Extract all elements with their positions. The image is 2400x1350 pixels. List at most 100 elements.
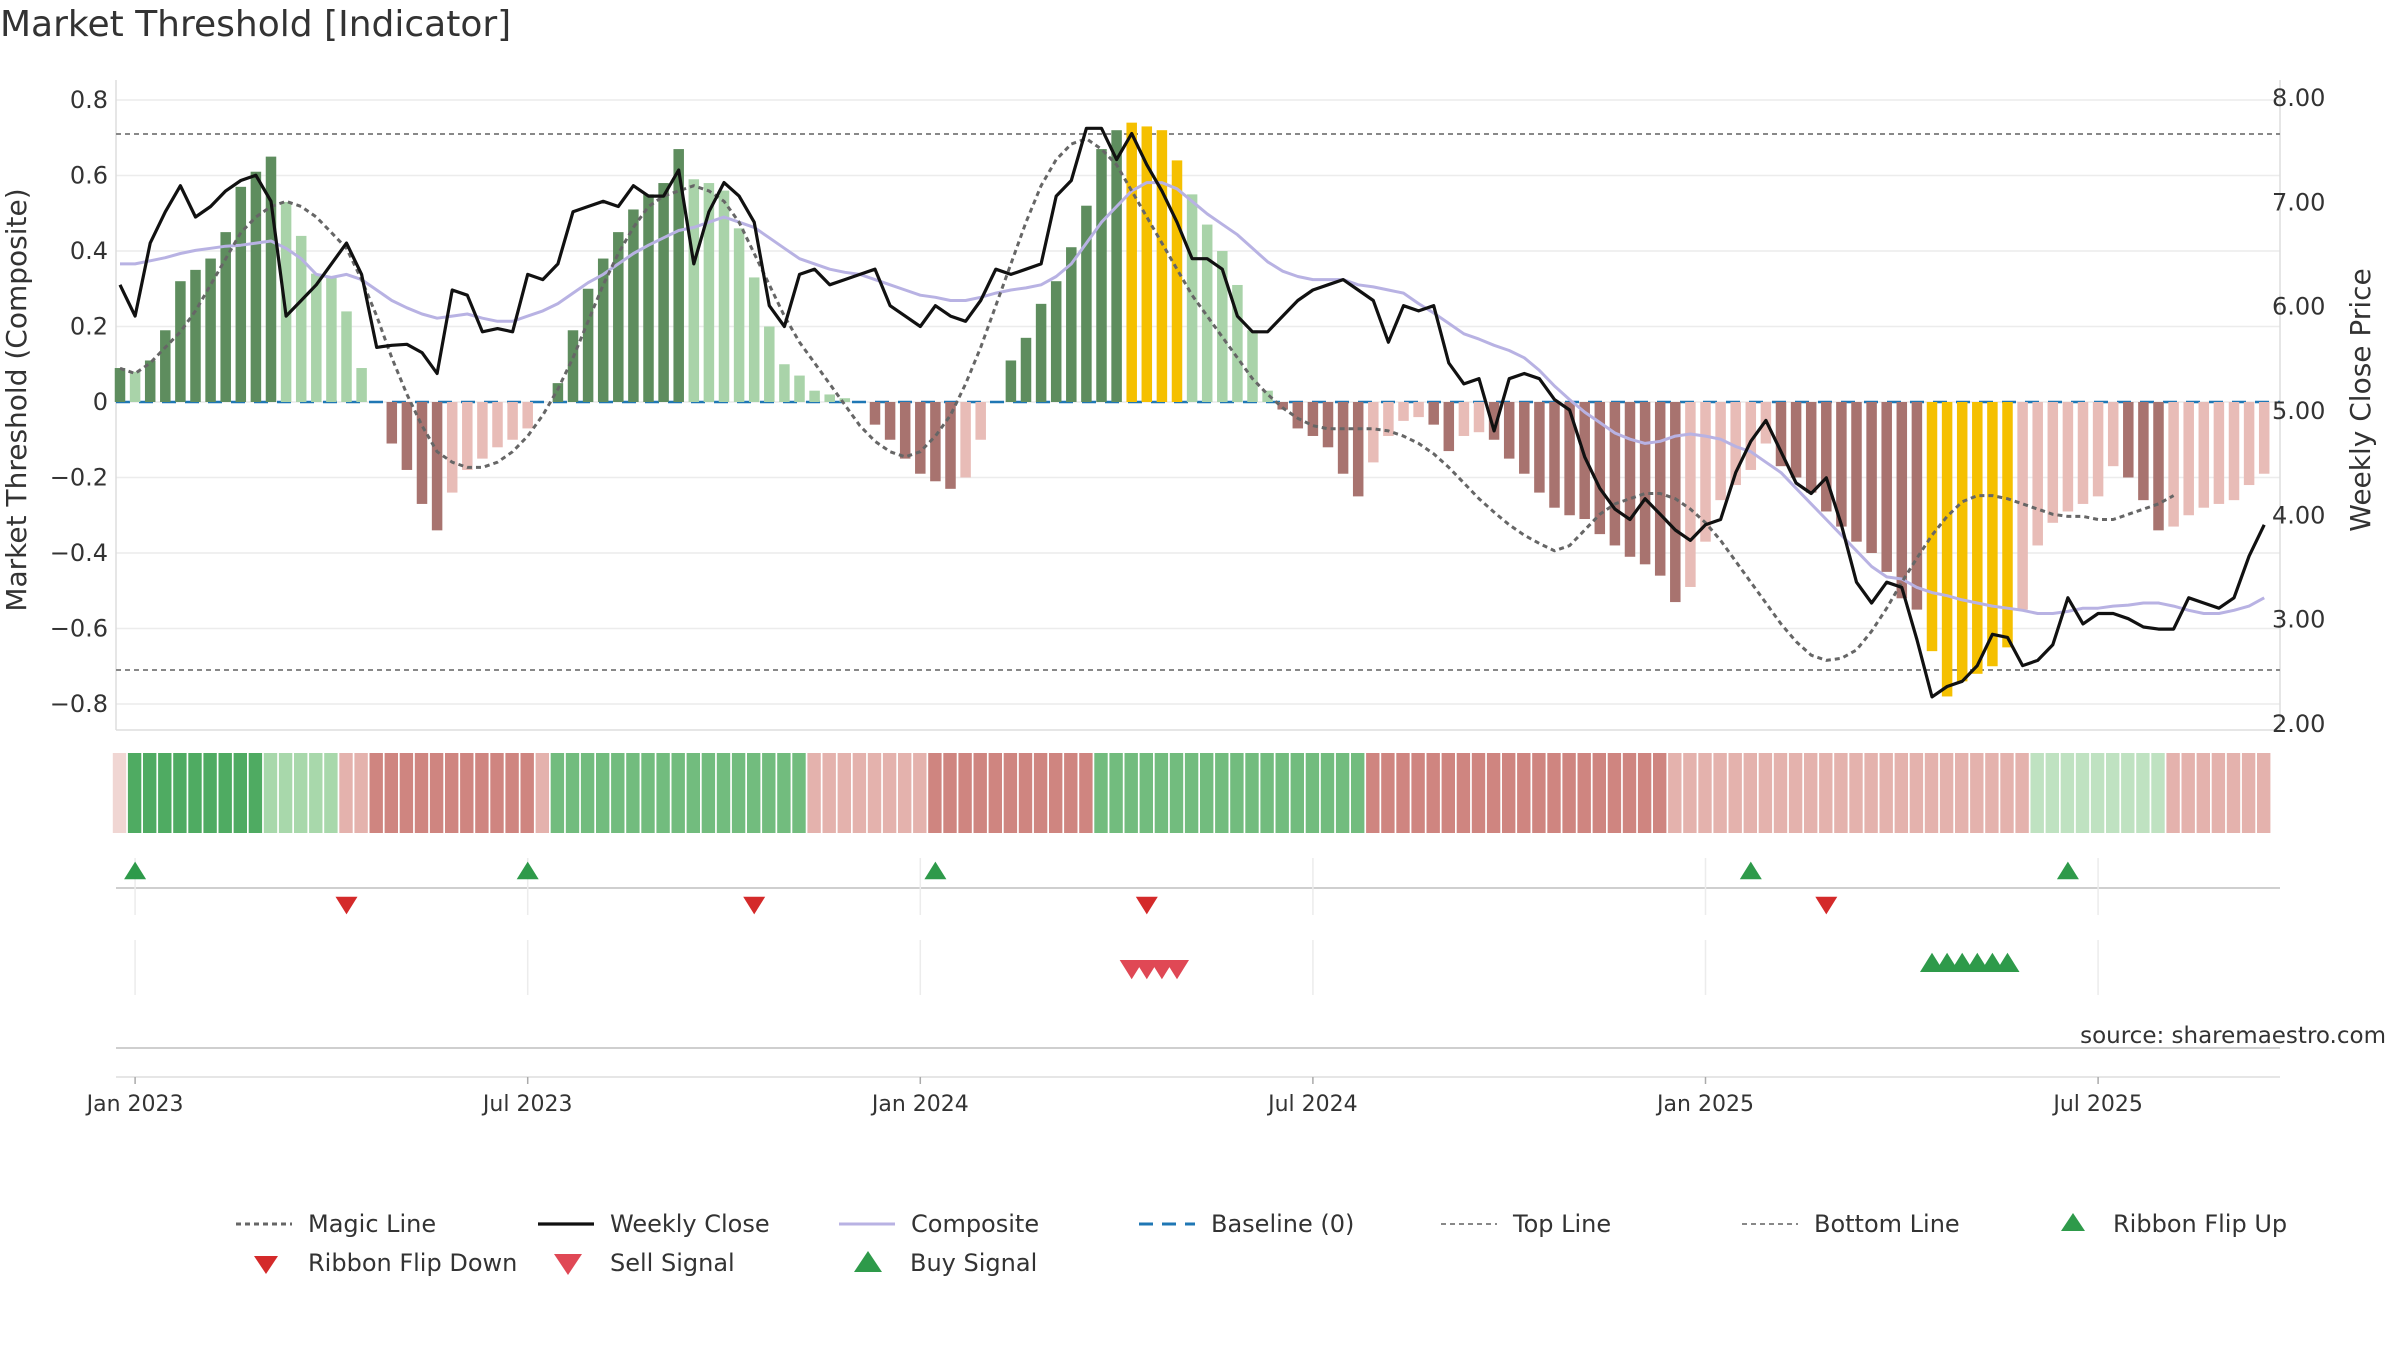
ribbon-cell <box>369 753 383 833</box>
ribbon-cell <box>1275 753 1289 833</box>
histogram-bar <box>2153 402 2164 531</box>
histogram-bar <box>779 364 790 402</box>
ribbon-cell <box>1471 753 1486 833</box>
ribbon-cell <box>1079 753 1093 833</box>
histogram-bar <box>915 402 926 474</box>
histogram-bar <box>1775 402 1787 467</box>
weekly-close-line <box>118 126 2266 699</box>
ribbon-cell <box>1260 753 1274 833</box>
ribbon-cell <box>1351 753 1365 833</box>
histogram-bar <box>582 288 594 402</box>
ribbon-cell <box>1018 753 1033 833</box>
histogram-bar <box>2198 402 2210 508</box>
histogram-bar <box>1247 330 1258 402</box>
ribbon-cell <box>1215 753 1229 833</box>
right-axis-label: Weekly Close Price <box>2344 268 2377 531</box>
ribbon-cell <box>399 753 414 833</box>
ribbon-cell <box>2090 753 2105 833</box>
ribbon-cell <box>263 753 278 833</box>
histogram-bar <box>2183 402 2194 516</box>
sell-signal-marker <box>1149 960 1174 980</box>
histogram-bar <box>930 402 941 482</box>
histogram-bar <box>1337 402 1349 474</box>
ribbon-cell <box>1607 753 1622 833</box>
histogram-bar <box>1790 402 1802 478</box>
histogram-bar <box>1201 224 1213 402</box>
histogram-bar <box>1005 360 1017 402</box>
sell-signal-marker <box>1119 960 1144 980</box>
histogram-bar <box>416 402 428 504</box>
histogram-bar <box>748 277 760 402</box>
legend-label: Bottom Line <box>1814 1210 1960 1238</box>
histogram-bar <box>1866 402 1877 553</box>
ribbon-cell <box>1864 753 1878 833</box>
histogram-bar <box>1035 303 1047 402</box>
left-tick-label: 0.2 <box>70 313 108 341</box>
histogram-bars <box>114 122 2270 697</box>
ribbon-cell <box>339 753 353 833</box>
page-title: Market Threshold [Indicator] <box>0 4 512 45</box>
histogram-bar <box>265 156 277 402</box>
ribbon-cell <box>2121 753 2135 833</box>
ribbon-cell <box>143 753 157 833</box>
ribbon-cell <box>2181 753 2195 833</box>
legend-label: Weekly Close <box>610 1210 770 1238</box>
ribbon-cell <box>2106 753 2120 833</box>
ribbon-cell <box>988 753 1002 833</box>
histogram-bar <box>673 149 684 402</box>
ribbon-cell <box>1773 753 1788 833</box>
histogram-bar <box>794 375 805 402</box>
legend-item-buy: Buy Signal <box>854 1249 1037 1277</box>
histogram-bar <box>1473 402 1485 433</box>
ribbon-cell <box>1834 753 1848 833</box>
x-tick-label: Jul 2024 <box>1266 1092 1358 1117</box>
ribbon-cell <box>580 753 595 833</box>
ribbon-cell <box>1577 753 1591 833</box>
buy-signal-marker <box>1980 952 2005 972</box>
histogram-bar <box>1881 402 1892 572</box>
histogram-bar <box>764 326 775 402</box>
ribbon-cell <box>1879 753 1893 833</box>
ribbon-cell <box>1592 753 1606 833</box>
histogram-bar <box>884 402 896 440</box>
histogram-bar <box>1081 205 1092 402</box>
histogram-bar <box>2002 402 2013 648</box>
histogram-bar <box>2168 402 2179 527</box>
legend-item-composite: Composite <box>839 1210 1039 1238</box>
ribbon-cell <box>1804 753 1818 833</box>
ribbon-cell <box>1668 753 1682 833</box>
histogram-bar <box>628 209 639 402</box>
histogram-bar <box>144 360 156 402</box>
legend-label: Composite <box>911 1210 1039 1238</box>
magic-line <box>119 137 2175 662</box>
histogram-bar <box>1836 402 1847 527</box>
ribbon-cell <box>2045 753 2059 833</box>
histogram-bar <box>386 402 398 444</box>
source-note: source: sharemaestro.com <box>2080 1023 2386 1049</box>
histogram-bar <box>1594 402 1606 535</box>
ribbon-cell <box>611 753 625 833</box>
ribbon-cell <box>1909 753 1924 833</box>
buy-signal-marker <box>1965 952 1990 972</box>
legend-label: Magic Line <box>308 1210 436 1238</box>
ribbon-cell <box>867 753 882 833</box>
ribbon-cell <box>1366 753 1380 833</box>
histogram-bar <box>1972 402 1983 674</box>
x-tick-label: Jan 2023 <box>85 1092 184 1117</box>
histogram-bar <box>809 390 820 402</box>
ribbon-cell <box>1622 753 1637 833</box>
legend-swatch <box>554 1254 582 1275</box>
histogram-bar <box>431 402 443 531</box>
histogram-bar <box>1503 402 1515 459</box>
ribbon-cell <box>2226 753 2241 833</box>
left-tick-label: −0.4 <box>50 539 108 567</box>
legend-item-top: Top Line <box>1441 1210 1611 1238</box>
ribbon-flip-down-marker <box>335 896 358 915</box>
ribbon-cell <box>565 753 580 833</box>
right-tick-label: 7.00 <box>2272 188 2325 216</box>
histogram-bar <box>235 186 247 402</box>
ribbon-cell <box>731 753 746 833</box>
ribbon-cell <box>173 753 187 833</box>
ribbon-cell <box>943 753 957 833</box>
ribbon-cell <box>460 753 474 833</box>
